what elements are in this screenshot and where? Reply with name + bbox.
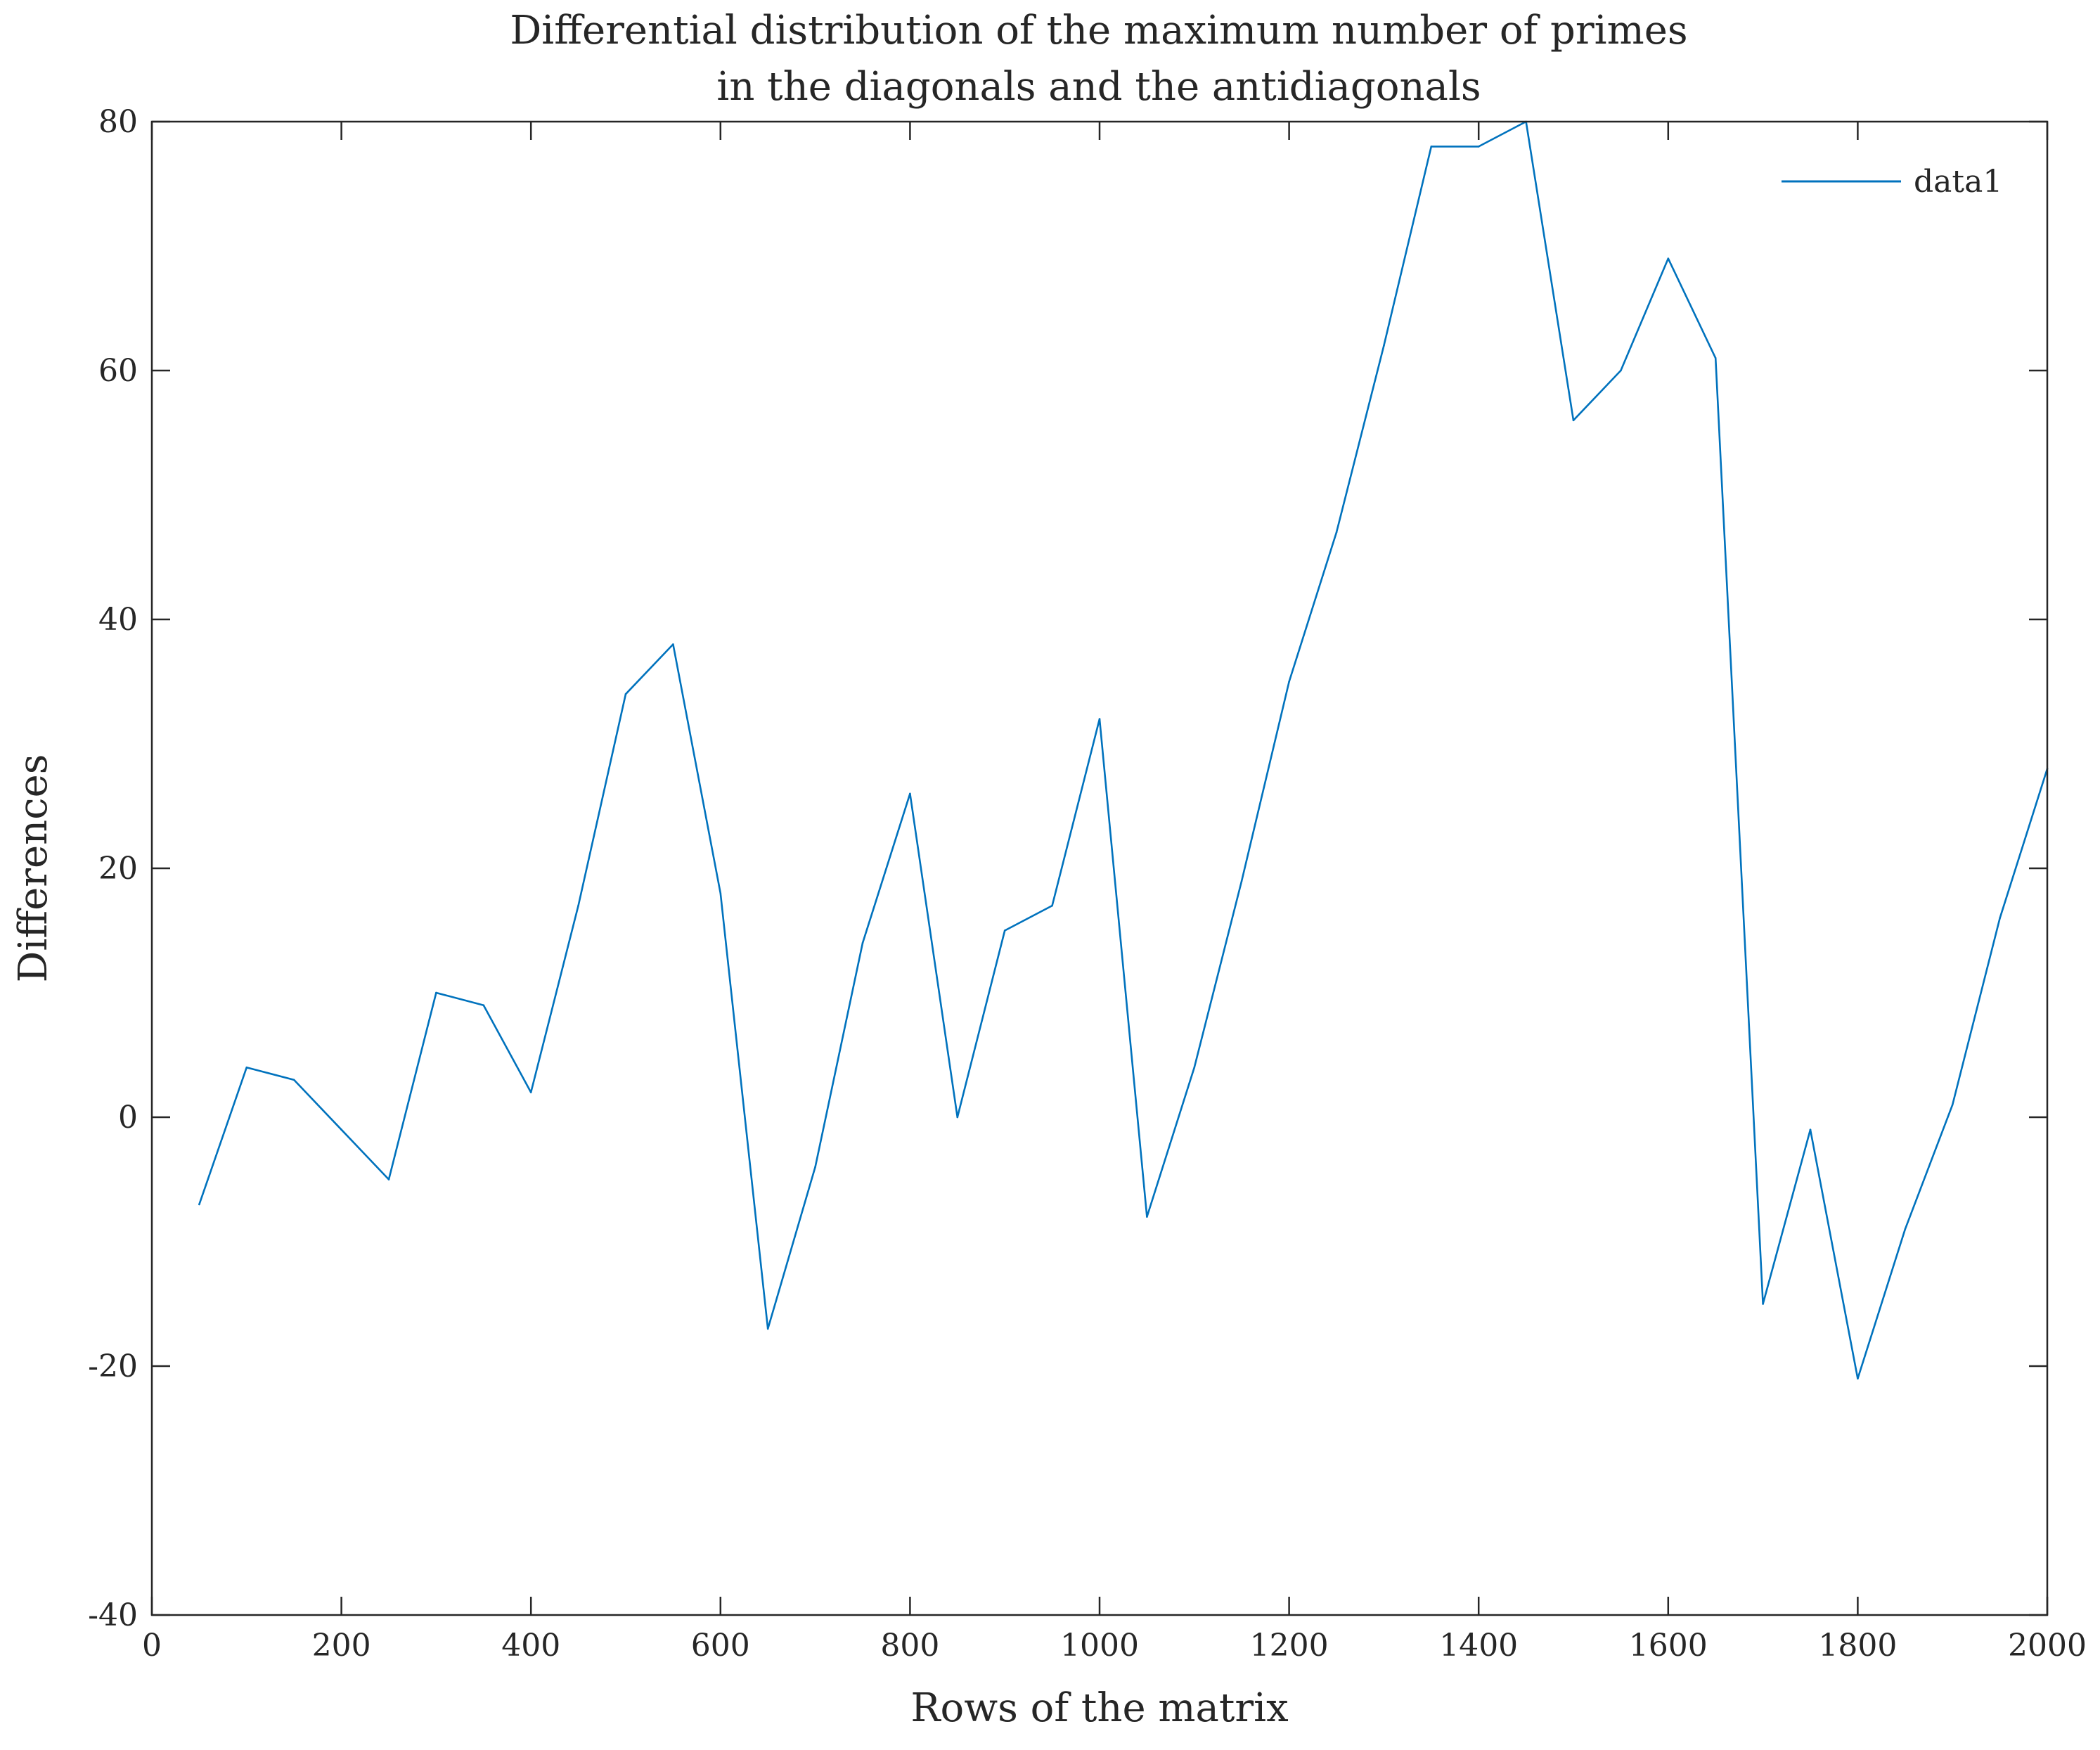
data-point (292, 1079, 295, 1081)
y-axis-ticks: -40 -20 0 20 40 60 80 (88, 104, 2047, 1633)
data-point (1762, 1303, 1764, 1305)
chart-title-line-2: in the diagonals and the antidiagonals (716, 64, 1481, 110)
data-point (624, 693, 627, 695)
data-point (1572, 419, 1575, 422)
x-tick-label: 800 (880, 1628, 939, 1664)
data-point (387, 1178, 390, 1180)
data-point (1051, 904, 1053, 907)
chart-title-line-1: Differential distribution of the maximum… (510, 8, 1687, 53)
y-tick-label: 60 (98, 353, 138, 389)
data-point (340, 1128, 342, 1131)
data-point (1335, 531, 1338, 534)
x-axis-ticks: 0 200 400 600 800 1000 1200 1400 1600 1800 2000 (142, 122, 2087, 1664)
data-point (1383, 345, 1385, 347)
x-tick-label: 1200 (1250, 1628, 1329, 1664)
y-axis-label: Differences (11, 754, 56, 983)
data-point (766, 1327, 769, 1330)
series-line-data1 (198, 120, 2049, 1379)
data-point (1003, 929, 1006, 932)
y-tick-label: 20 (98, 851, 138, 887)
x-tick-label: 0 (142, 1628, 162, 1664)
y-tick-label: 80 (98, 104, 138, 140)
data-point (1288, 681, 1290, 683)
data-point (1477, 146, 1480, 148)
data-point (198, 1203, 200, 1206)
x-tick-label: 1600 (1629, 1628, 1708, 1664)
x-tick-label: 600 (691, 1628, 750, 1664)
x-tick-label: 1400 (1439, 1628, 1518, 1664)
data-point (1146, 1216, 1148, 1218)
plot-area (152, 122, 2047, 1615)
y-tick-label: -20 (88, 1349, 138, 1384)
data-point (577, 904, 579, 907)
data-point (909, 792, 911, 795)
data-point (861, 941, 864, 944)
data-point (1951, 1104, 1954, 1106)
data-point (1193, 1066, 1196, 1069)
x-tick-label: 1800 (1818, 1628, 1897, 1664)
data-point (1430, 146, 1433, 148)
y-tick-label: -40 (88, 1597, 138, 1633)
data-point (1857, 1377, 1859, 1379)
x-tick-label: 200 (312, 1628, 371, 1664)
legend: data1 (1782, 164, 2002, 200)
data-point (1240, 880, 1243, 882)
data-point (956, 1116, 959, 1119)
data-point (1620, 369, 1622, 372)
axes-box (150, 120, 2049, 1616)
data-point (672, 643, 674, 645)
data-point (1667, 257, 1670, 260)
data-point (482, 1004, 485, 1006)
x-axis-label: Rows of the matrix (910, 1685, 1288, 1731)
data-point (719, 892, 722, 894)
data-point (1999, 917, 2001, 920)
data-point (1098, 718, 1101, 720)
data-point (435, 991, 437, 994)
data-point (814, 1166, 816, 1169)
data-point (1809, 1128, 1812, 1131)
data-point (529, 1091, 532, 1093)
x-tick-label: 400 (501, 1628, 560, 1664)
data-point (1904, 1228, 1907, 1230)
x-tick-label: 2000 (2008, 1628, 2087, 1664)
y-tick-label: 40 (98, 602, 138, 638)
legend-label-data1: data1 (1914, 164, 2002, 200)
y-tick-label: 0 (118, 1100, 138, 1135)
data-point (245, 1066, 248, 1069)
data-point (1714, 357, 1717, 359)
x-tick-label: 1000 (1060, 1628, 1139, 1664)
